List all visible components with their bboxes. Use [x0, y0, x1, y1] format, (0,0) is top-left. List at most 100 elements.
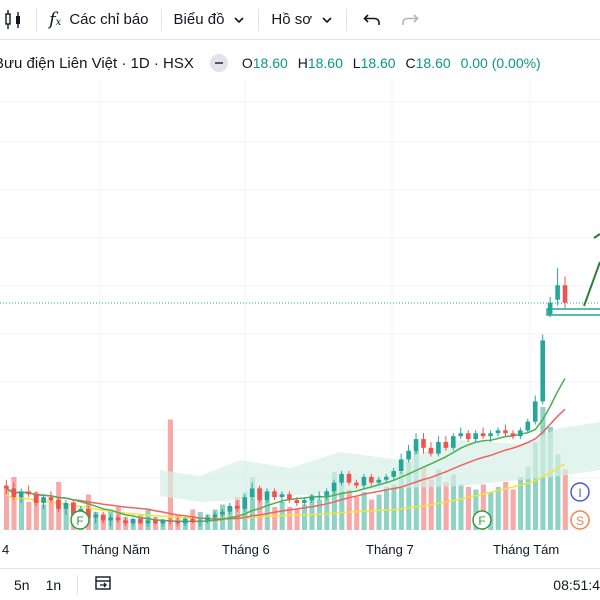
candle-body — [48, 497, 54, 501]
volume-bar — [249, 477, 255, 530]
marker-i-label: I — [578, 486, 581, 500]
candle-body — [309, 497, 315, 501]
collapse-dot-icon[interactable] — [209, 54, 228, 72]
chart-type-label: Biểu đồ — [173, 11, 225, 28]
redo-icon — [402, 13, 419, 25]
candle-body — [205, 517, 210, 521]
candle-body — [465, 433, 471, 440]
candle-body — [391, 471, 396, 477]
financials-marker[interactable]: F — [70, 510, 90, 530]
x-tick-label: Tháng 7 — [366, 542, 414, 557]
candles-icon[interactable] — [0, 0, 32, 40]
volume-bar — [413, 449, 419, 530]
function-icon: fx — [49, 9, 62, 30]
price-chart[interactable] — [0, 40, 600, 530]
x-tick-label: 4 — [2, 542, 9, 557]
trend-arrow-head — [593, 233, 600, 239]
financials-marker[interactable]: F — [472, 510, 492, 530]
candle-body — [190, 518, 195, 522]
volume-bar — [4, 487, 10, 530]
split-marker[interactable]: S — [570, 510, 590, 530]
candle-body — [93, 514, 98, 518]
volume-bar — [547, 427, 553, 530]
x-axis: 4 Tháng Năm Tháng 6 Tháng 7 Tháng Tám — [2, 542, 559, 557]
ideas-marker[interactable]: I — [570, 482, 590, 502]
indicators-button[interactable]: fx Các chỉ báo — [41, 0, 157, 40]
toolbar-divider — [160, 8, 162, 31]
volume-bar — [234, 497, 241, 530]
candle-body — [11, 488, 17, 498]
candle-body — [167, 520, 173, 522]
candle-body — [108, 517, 113, 521]
candle-body — [257, 488, 262, 501]
chart-type-button[interactable]: Biểu đồ — [166, 0, 255, 40]
volume-bar — [406, 462, 412, 530]
volume-bar — [63, 507, 69, 530]
candle-body — [153, 520, 158, 524]
indicator-cloud — [160, 422, 600, 502]
marker-s-label: S — [576, 514, 584, 528]
volume-bar — [398, 472, 404, 530]
volume-bar — [339, 482, 345, 530]
candle-body — [41, 497, 46, 503]
candle-body — [197, 520, 203, 522]
redo-button[interactable] — [393, 0, 427, 40]
volume-bar — [309, 494, 315, 530]
candle-body — [503, 430, 508, 434]
candle-body — [220, 511, 225, 515]
toolbar-divider — [258, 8, 260, 31]
candle-body — [242, 497, 247, 509]
candle-body — [287, 494, 292, 501]
candle-body — [361, 476, 367, 486]
x-tick-label: Tháng Năm — [82, 542, 150, 557]
volume-bar — [465, 487, 471, 530]
chevron-down-icon — [234, 16, 244, 23]
volume-bar — [369, 499, 375, 530]
undo-icon — [363, 13, 380, 25]
volume-bar — [510, 489, 516, 530]
volume-bar — [488, 492, 494, 530]
range-1n-button[interactable]: 1n — [45, 576, 62, 593]
profile-button[interactable]: Hồ sơ — [263, 0, 342, 40]
candle-body — [33, 494, 39, 503]
candle-body — [436, 442, 441, 454]
volume-bar — [41, 504, 47, 530]
candle-body — [182, 518, 188, 524]
candle-body — [331, 482, 337, 492]
high-value: 18.60 — [307, 55, 343, 71]
volume-bar — [562, 469, 568, 530]
volume-bar — [480, 484, 486, 530]
ohlc-values: O18.60 H18.60 L18.60 C18.60 0.00 (0.00%) — [242, 55, 541, 71]
marker-f-label: F — [478, 514, 485, 528]
profile-label: Hồ sơ — [271, 11, 313, 28]
symbol-title[interactable]: Bưu điện Liên Việt · 1D · HSX — [0, 54, 194, 72]
candlesticks — [4, 267, 568, 527]
candle-body — [525, 421, 531, 431]
candle-body — [279, 494, 285, 498]
undo-button[interactable] — [351, 0, 393, 40]
change-value: 0.00 (0.00%) — [460, 55, 541, 71]
candle-body — [510, 433, 516, 437]
date-range-button[interactable] — [86, 574, 120, 595]
volume-bar — [376, 494, 382, 530]
ma-green-line — [5, 378, 566, 523]
volume-bar — [555, 454, 561, 530]
candle-body — [428, 447, 434, 454]
toolbar-divider — [77, 574, 79, 595]
candle-body — [212, 514, 218, 518]
volume-bar — [294, 509, 300, 530]
moving-averages — [5, 378, 566, 523]
candle-body — [473, 433, 478, 440]
ma-red-line — [5, 408, 566, 520]
close-label: C — [405, 55, 416, 71]
candle-body — [130, 518, 136, 524]
volume-bar — [436, 469, 442, 530]
chart-legend: Bưu điện Liên Việt · 1D · HSX O18.60 H18… — [0, 50, 541, 76]
toolbar-divider — [346, 8, 348, 31]
range-5n-button[interactable]: 5n — [14, 576, 30, 593]
bottom-toolbar: 5n 1n 08:51:4 — [0, 568, 600, 600]
candle-body — [324, 491, 329, 496]
candle-body — [339, 473, 344, 483]
volume-bar — [264, 499, 270, 530]
clock-time: 08:51:4 — [553, 576, 600, 593]
